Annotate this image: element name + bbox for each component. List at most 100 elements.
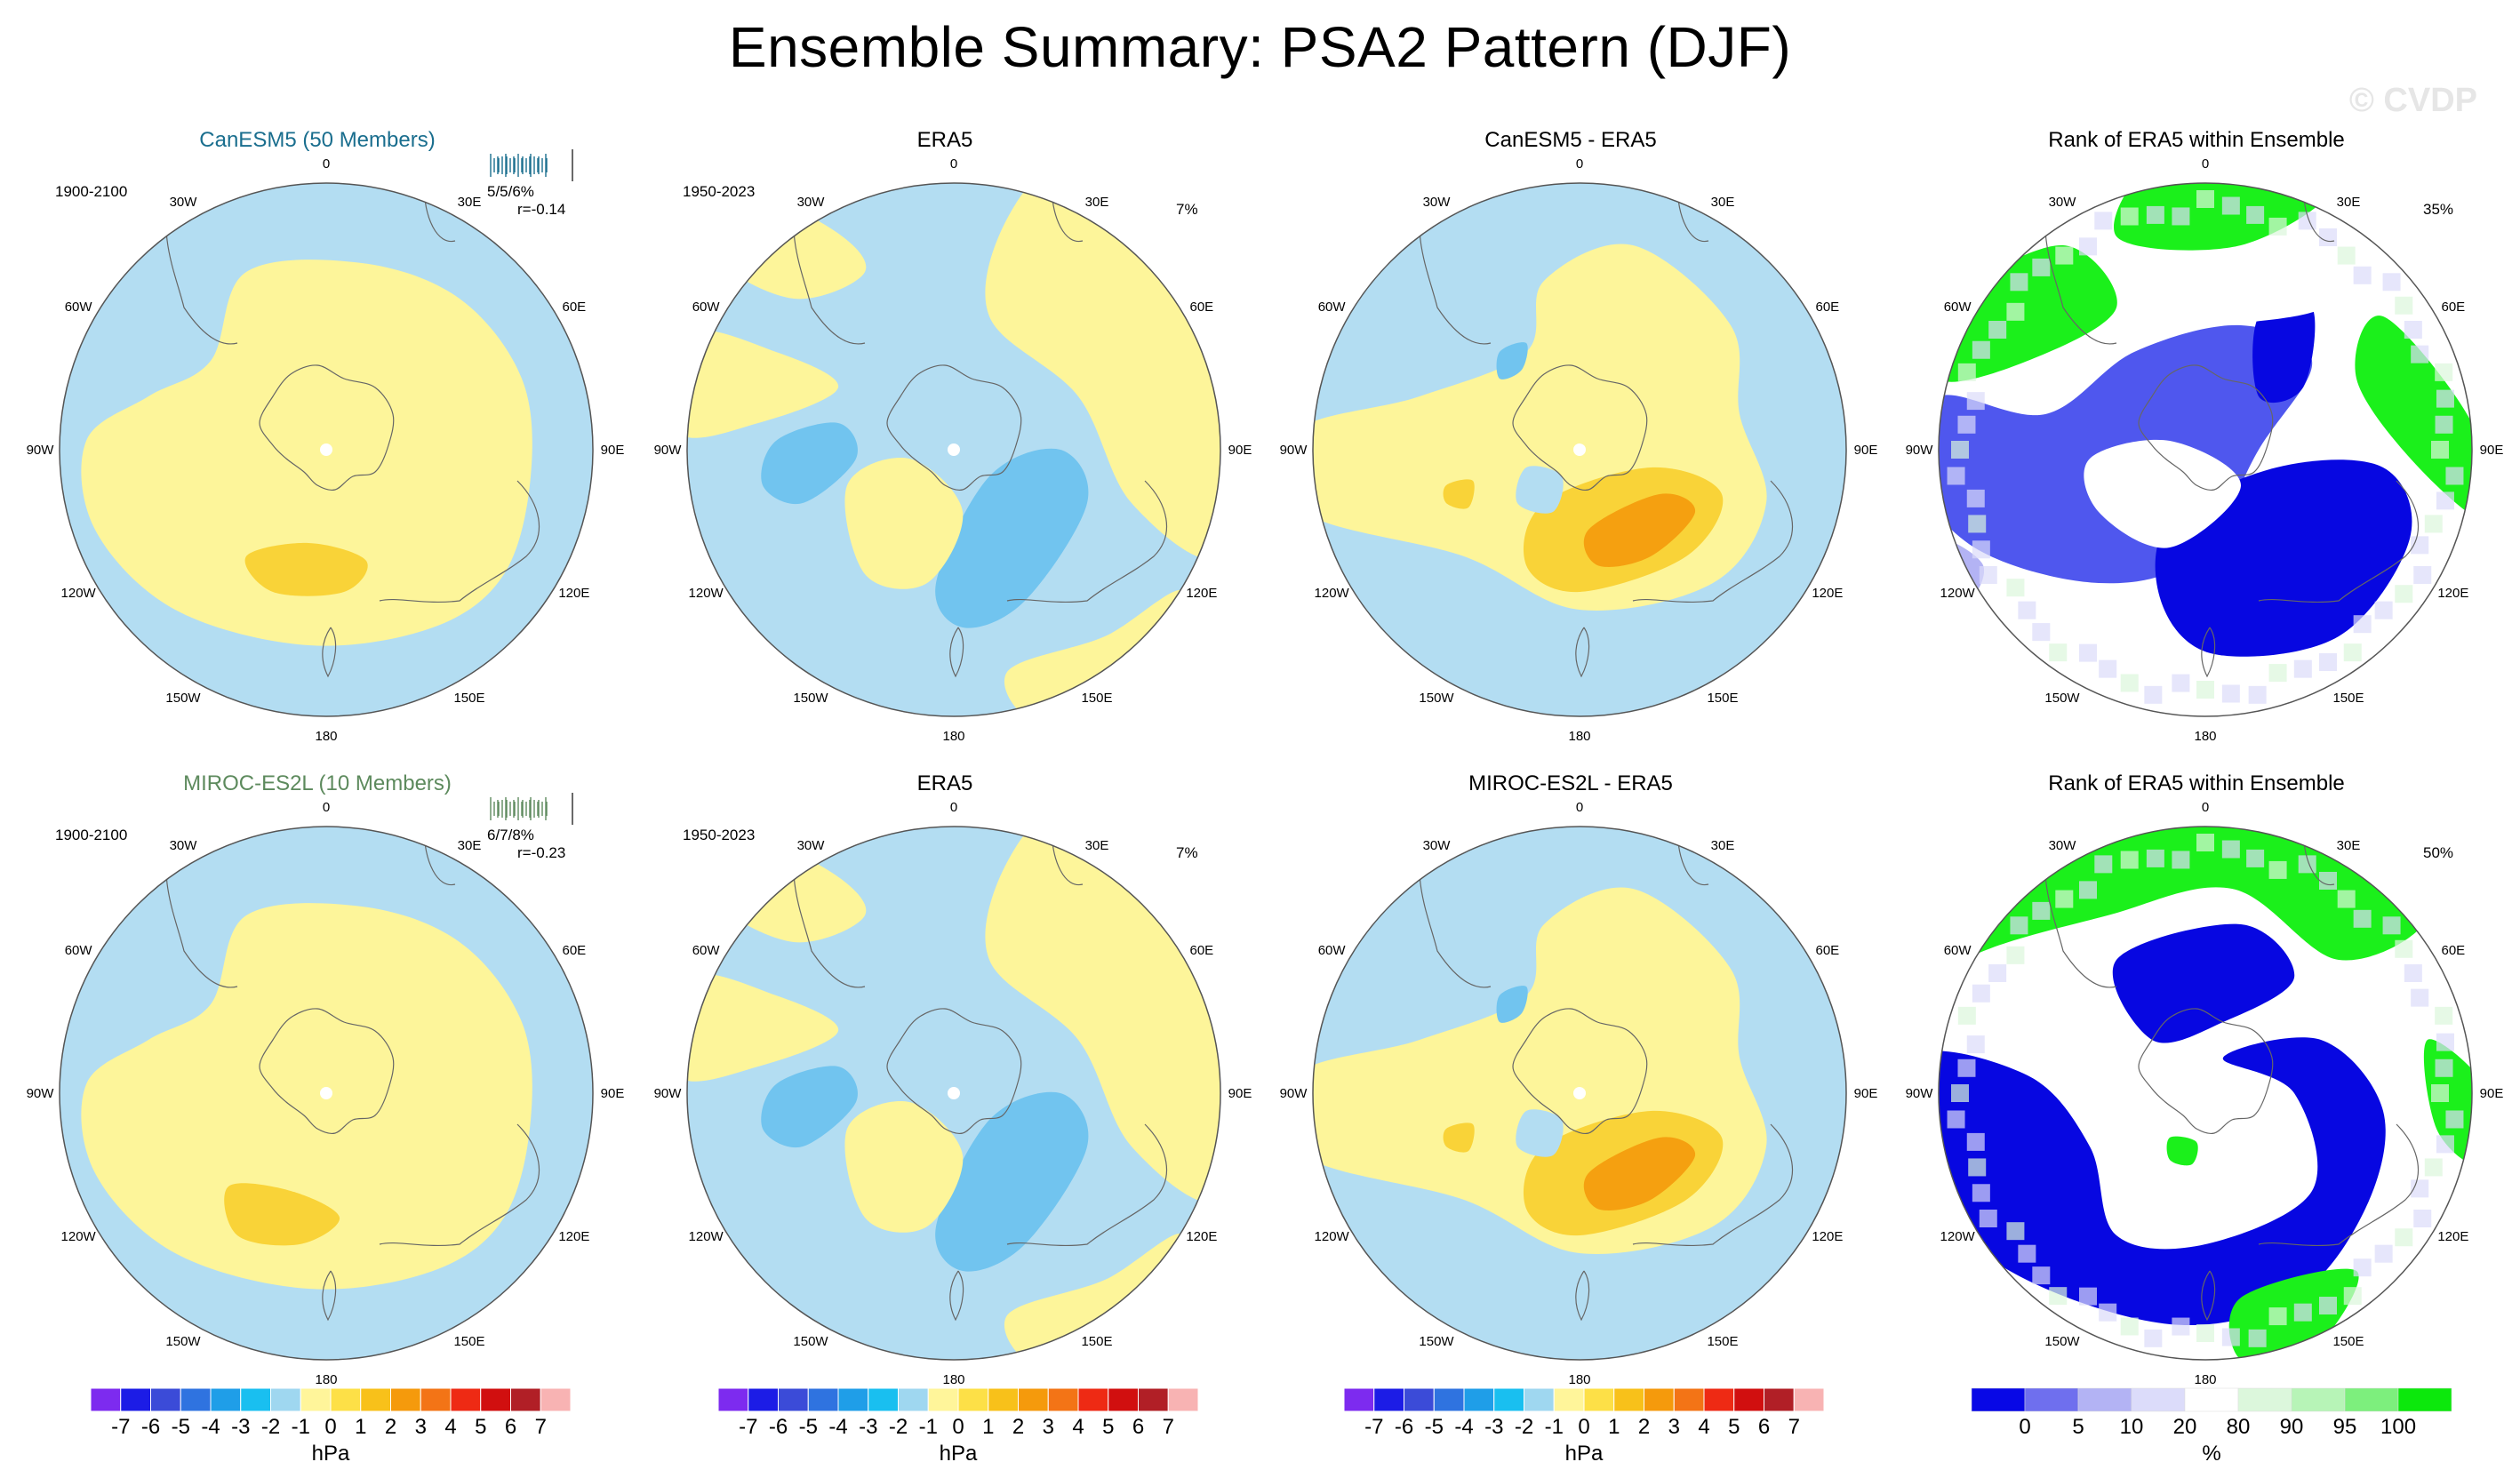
rank-cell	[2298, 212, 2316, 230]
longitude-label: 90E	[601, 443, 625, 458]
colorbar-swatch	[2291, 1387, 2346, 1412]
longitude-label: 150E	[453, 691, 484, 706]
colorbar-tick: -2	[1514, 1415, 1534, 1439]
pole-marker	[1573, 443, 1586, 456]
colorbar-tick: 1	[355, 1415, 367, 1439]
rank-cell	[2120, 674, 2139, 692]
longitude-label: 150W	[165, 691, 201, 706]
colorbar-tick: 80	[2226, 1415, 2251, 1439]
panel-title: Rank of ERA5 within Ensemble	[2048, 128, 2345, 152]
map-panel-r1-c3: CanESM5 - ERA5 0 30E 60E 90E 120E 150E 180 150W 1…	[1280, 128, 1878, 803]
rank-cell	[2382, 273, 2401, 292]
colorbar-tick: 5	[2072, 1415, 2084, 1439]
colorbar-swatch	[1553, 1387, 1585, 1412]
colorbar-tick: -4	[201, 1415, 220, 1439]
colorbar-tick: 1	[1608, 1415, 1620, 1439]
longitude-label: 90W	[654, 443, 683, 458]
contour-region	[1443, 479, 1475, 509]
rank-cell	[2032, 901, 2051, 920]
contour-region	[81, 903, 532, 1290]
longitude-label: 90E	[601, 1086, 625, 1101]
colorbar-swatch	[1463, 1387, 1495, 1412]
antarctica-coastline	[2138, 1008, 2274, 1135]
new-zealand-coastline	[322, 1270, 337, 1322]
hpa-colorbar: -7 -6 -5 -4 -3 -2 -1 0 1 2 3 4 5 6 7 hPa	[90, 1387, 572, 1473]
contour-region	[81, 260, 532, 646]
map-panel-r1-c2: ERA5 1950-2023 7% 0 30E 60E 90E 120E 150E 180 150W…	[654, 128, 1252, 803]
colorbar-tick: -4	[1454, 1415, 1474, 1439]
rank-cell	[2445, 1110, 2464, 1129]
colorbar-unit: hPa	[311, 1442, 350, 1466]
colorbar-tick: -6	[140, 1415, 161, 1439]
longitude-label: 60E	[563, 943, 587, 958]
rank-cell	[2343, 643, 2362, 662]
colorbar-swatch	[778, 1387, 809, 1412]
colorbar-swatch	[1343, 1387, 1375, 1412]
new-zealand-coastline	[1575, 627, 1590, 678]
colorbar-swatch	[2397, 1387, 2452, 1412]
contour-region	[935, 1091, 1089, 1272]
longitude-label: 120E	[558, 1229, 589, 1244]
colorbar-swatch	[210, 1387, 242, 1412]
colorbar-swatch	[1673, 1387, 1705, 1412]
colorbar-tick: -3	[231, 1415, 251, 1439]
rank-cell	[2079, 643, 2097, 662]
rank-cell	[2196, 681, 2214, 699]
rank-cell	[2144, 685, 2163, 704]
colorbar-swatch	[2131, 1387, 2186, 1412]
longitude-label: 30W	[1423, 838, 1452, 853]
polar-map: 0 30E 60E 90E 120E 150E 180 150W 120W 90W 60W 30W	[1280, 156, 1878, 744]
colorbar-swatch	[1764, 1387, 1795, 1412]
longitude-label: 30W	[170, 838, 198, 853]
longitude-label: 30W	[170, 195, 198, 210]
longitude-label: 90W	[1280, 1086, 1308, 1101]
rank-cell	[2018, 601, 2036, 619]
rank-cell	[2248, 685, 2267, 704]
member-spread-strip	[490, 793, 573, 825]
panel-title: ERA5	[916, 128, 973, 152]
hpa-colorbar: -7 -6 -5 -4 -3 -2 -1 0 1 2 3 4 5 6 7 hPa	[717, 1387, 1199, 1473]
longitude-label: 120W	[61, 586, 97, 601]
colorbar-swatches	[717, 1387, 1199, 1412]
rank-cell	[2079, 1287, 2097, 1306]
longitude-label: 90W	[1906, 443, 1934, 458]
new-zealand-coastline	[949, 627, 964, 678]
polar-map: 0 30E 60E 90E 120E 150E 180 150W 120W 90W 60W 30W	[1906, 800, 2504, 1387]
colorbar-swatch	[898, 1387, 929, 1412]
rank-cell	[2006, 946, 2025, 964]
longitude-label: 60W	[65, 300, 93, 315]
rank-cell	[2337, 246, 2356, 265]
map-panel-r1-c4: Rank of ERA5 within Ensemble 35% 0 30E 60E 90…	[1906, 128, 2504, 803]
longitude-label: 150W	[2044, 1334, 2080, 1349]
longitude-label: 60E	[2442, 943, 2466, 958]
colorbar-swatches	[1343, 1387, 1825, 1412]
rank-cell	[2411, 345, 2429, 364]
colorbar-tick: 10	[2119, 1415, 2144, 1439]
rank-cell	[2006, 579, 2025, 597]
colorbar-swatch	[2344, 1387, 2399, 1412]
colorbar-swatch	[717, 1387, 749, 1412]
longitude-label: 30E	[1085, 195, 1109, 210]
colorbar-swatch	[1138, 1387, 1169, 1412]
rank-cell	[2293, 659, 2312, 678]
colorbar-swatch	[868, 1387, 899, 1412]
period-label: 1950-2023	[683, 183, 756, 200]
map-border	[686, 826, 1221, 1361]
map-border	[59, 826, 594, 1361]
contour-region	[1496, 342, 1528, 379]
longitude-label: 30E	[458, 195, 482, 210]
rank-cell	[2055, 246, 2074, 265]
longitude-label: 180	[1568, 729, 1590, 744]
rank-cell	[2353, 909, 2372, 928]
rank-cell	[2404, 321, 2422, 339]
longitude-label: 90E	[2480, 443, 2504, 458]
colorbar-swatch	[510, 1387, 541, 1412]
colorbar-swatch	[837, 1387, 869, 1412]
longitude-label: 90W	[27, 443, 55, 458]
colorbar-tick: -6	[1394, 1415, 1414, 1439]
map-panel-r2-c3: MIROC-ES2L - ERA5 0 30E 60E 90E 120E 150E 180 15…	[1280, 771, 1878, 1447]
colorbar-swatch	[1018, 1387, 1049, 1412]
longitude-label: 150W	[2044, 691, 2080, 706]
rank-cell	[2099, 659, 2117, 678]
rank-cell	[2319, 871, 2337, 890]
